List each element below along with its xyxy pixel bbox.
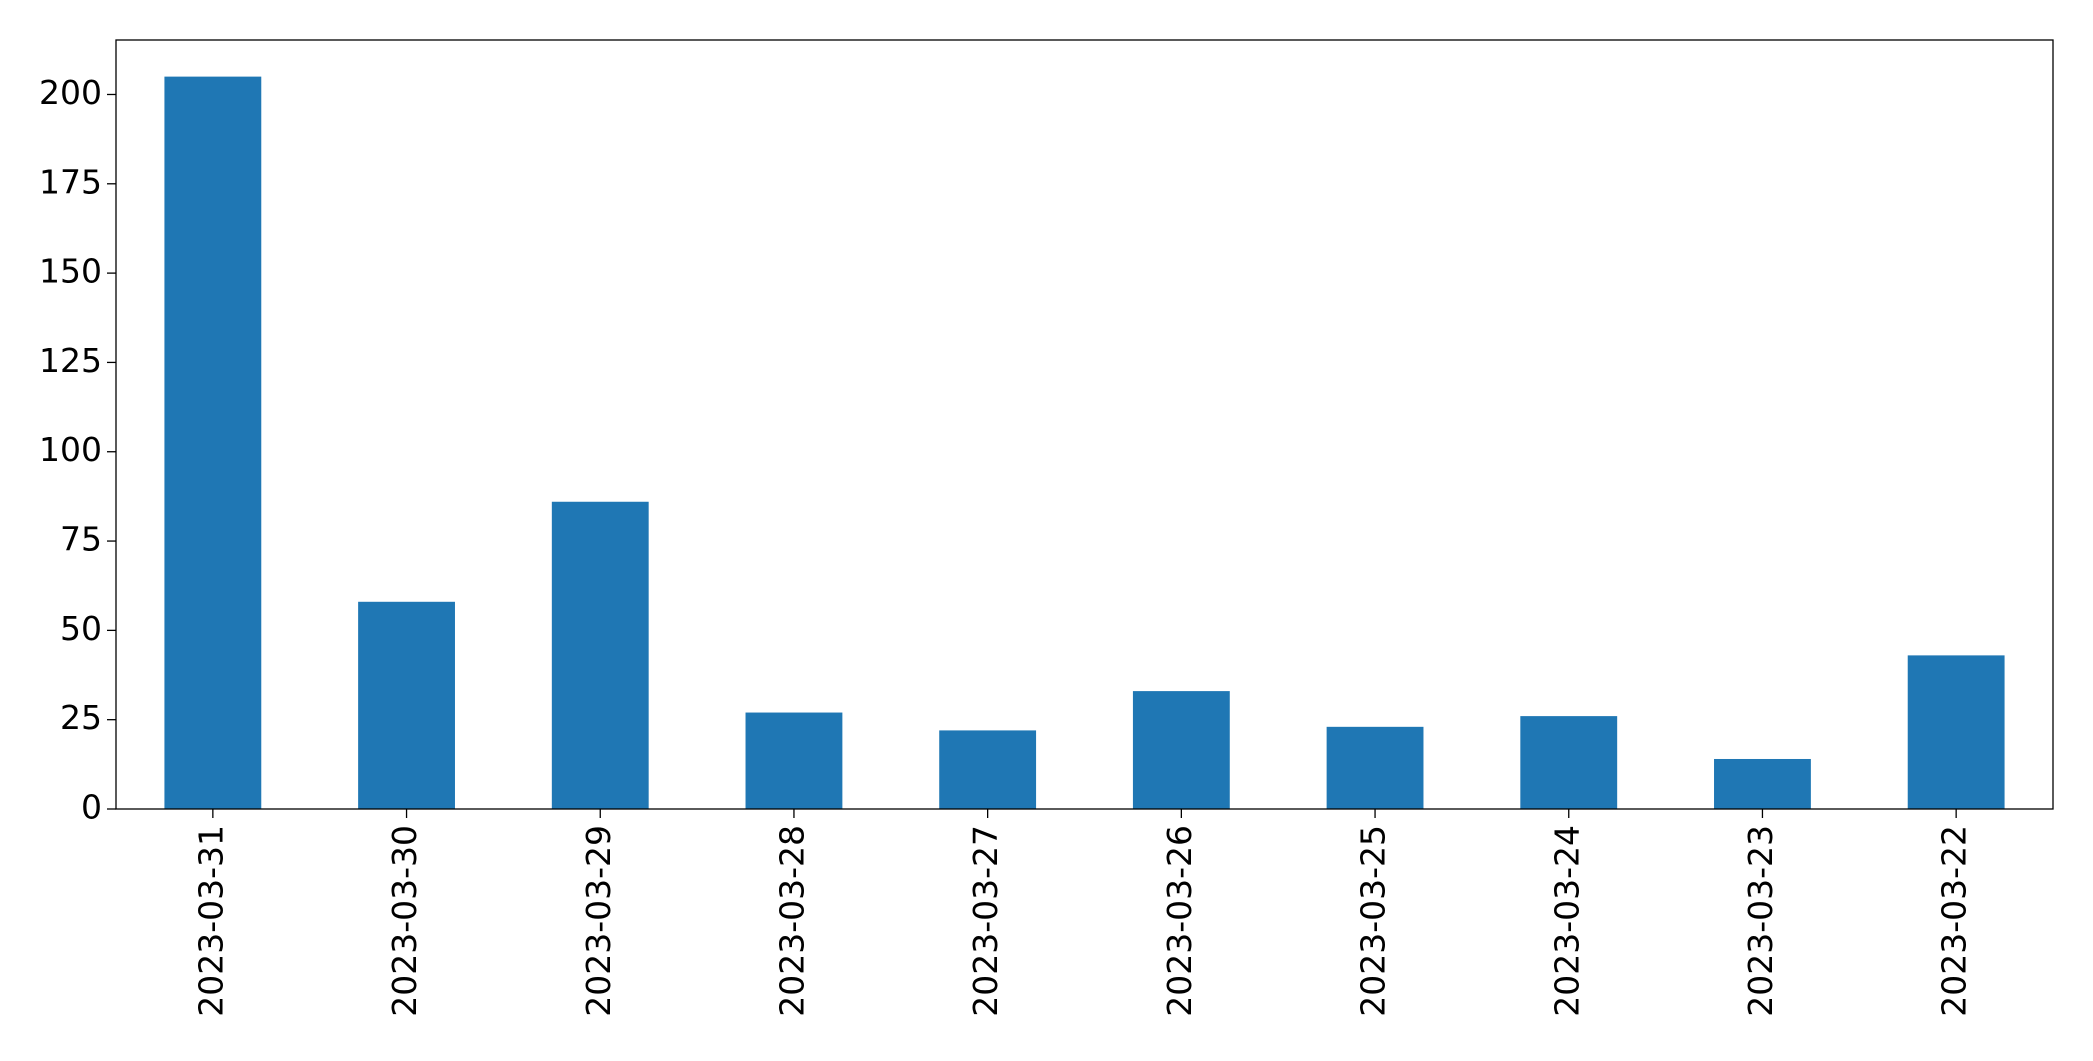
y-tick-label: 175 bbox=[39, 162, 102, 201]
bar bbox=[1714, 758, 1811, 809]
y-tick-label: 100 bbox=[39, 430, 102, 469]
bar bbox=[1907, 655, 2005, 809]
y-tick-label: 0 bbox=[81, 788, 102, 827]
y-tick-label: 200 bbox=[39, 73, 102, 112]
y-tick-label: 150 bbox=[39, 252, 102, 291]
x-tick-label: 2023-03-23 bbox=[1741, 825, 1780, 1017]
y-tick-label: 75 bbox=[60, 520, 102, 559]
bar bbox=[939, 730, 1037, 809]
bar bbox=[1520, 716, 1618, 809]
plot-frame bbox=[115, 39, 2054, 810]
x-tick-label: 2023-03-29 bbox=[579, 825, 618, 1017]
bar bbox=[1132, 691, 1230, 809]
x-tick-label: 2023-03-24 bbox=[1547, 825, 1586, 1017]
bar bbox=[745, 712, 843, 809]
bar bbox=[551, 501, 649, 809]
x-tick-label: 2023-03-30 bbox=[385, 825, 424, 1017]
y-tick-label: 25 bbox=[60, 698, 102, 737]
x-tick-label: 2023-03-31 bbox=[191, 825, 230, 1017]
bar bbox=[1326, 726, 1424, 809]
x-tick-label: 2023-03-28 bbox=[772, 825, 811, 1017]
y-tick-label: 50 bbox=[60, 609, 102, 648]
x-tick-label: 2023-03-25 bbox=[1354, 825, 1393, 1017]
bar bbox=[164, 76, 262, 810]
bar bbox=[358, 601, 455, 809]
y-tick-label: 125 bbox=[39, 341, 102, 380]
x-tick-label: 2023-03-22 bbox=[1935, 825, 1974, 1017]
x-tick-label: 2023-03-26 bbox=[1160, 825, 1199, 1017]
x-tick-label: 2023-03-27 bbox=[966, 825, 1005, 1017]
